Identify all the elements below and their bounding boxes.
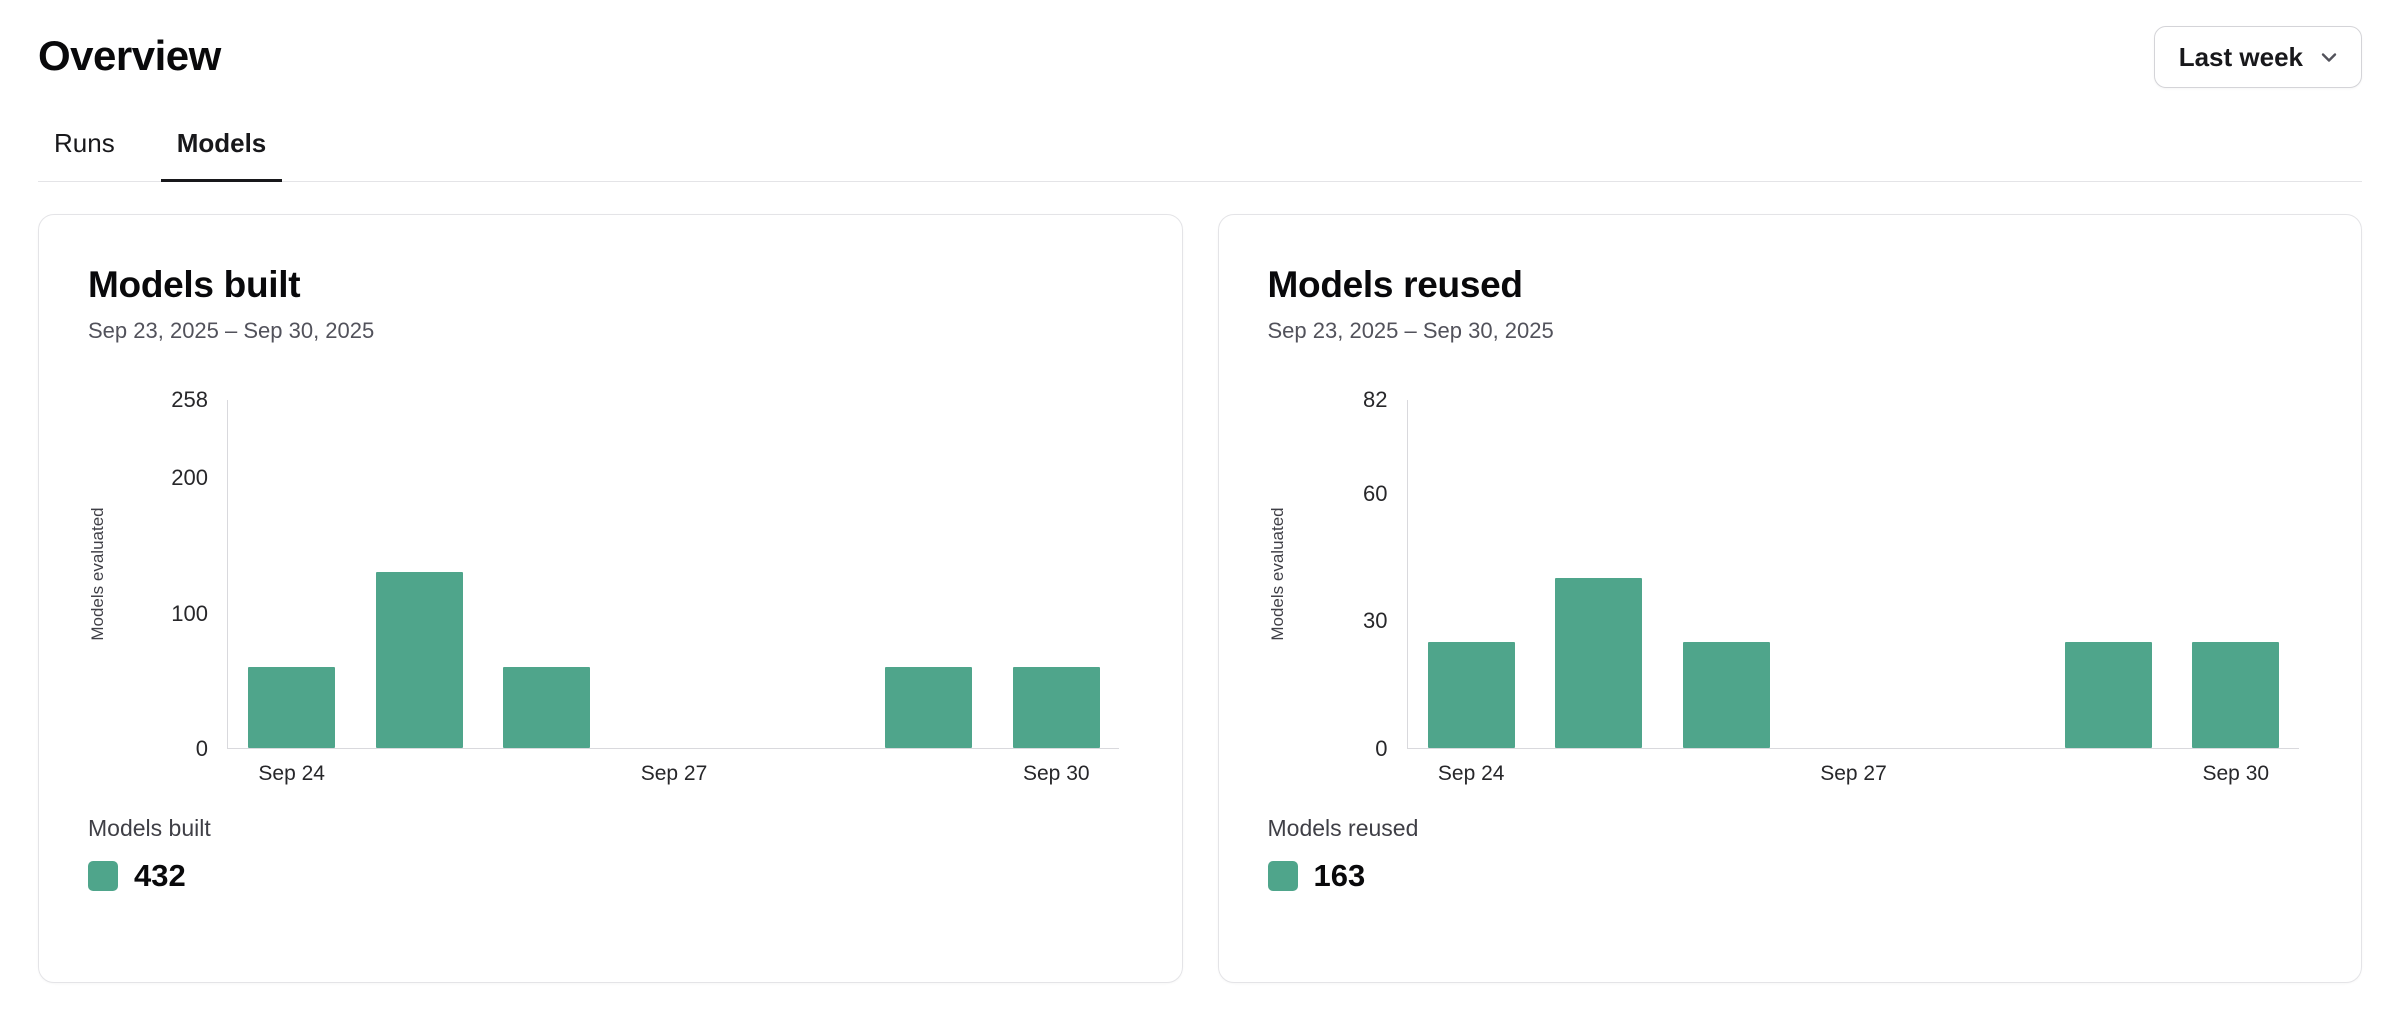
cards-row: Models built Sep 23, 2025 – Sep 30, 2025… bbox=[38, 214, 2362, 983]
tab-bar: Runs Models bbox=[38, 118, 2362, 182]
card-date-range: Sep 23, 2025 – Sep 30, 2025 bbox=[1267, 318, 1554, 343]
bar bbox=[375, 572, 463, 748]
plot-area: Models evaluated 82 60 30 0 Sep 24 Sep 27 Sep … bbox=[1268, 387, 2299, 785]
tab-models[interactable]: Models bbox=[160, 118, 283, 182]
legend-label: Models built bbox=[88, 815, 211, 841]
card-date-range: Sep 23, 2025 – Sep 30, 2025 bbox=[88, 318, 375, 343]
y-tick-label: 0 bbox=[195, 736, 208, 761]
y-tick-label: 30 bbox=[1363, 608, 1388, 634]
page: Overview Last week Runs Models Models bu… bbox=[38, 26, 2362, 983]
y-tick-label: 200 bbox=[171, 465, 208, 491]
card-models-built: Models built Sep 23, 2025 – Sep 30, 2025… bbox=[38, 214, 1183, 983]
card-models-reused: Models reused Sep 23, 2025 – Sep 30, 202… bbox=[1217, 214, 2362, 983]
x-tick-label: Sep 27 bbox=[640, 762, 708, 785]
y-tick-label: 82 bbox=[1363, 387, 1388, 412]
x-tick-label: Sep 24 bbox=[258, 762, 325, 785]
legend-row: 432 bbox=[88, 858, 1133, 894]
page-title: Overview bbox=[38, 32, 221, 79]
date-range-value: Last week bbox=[2178, 41, 2303, 72]
bar bbox=[248, 666, 336, 748]
tab-runs[interactable]: Runs bbox=[54, 128, 115, 158]
chevron-down-icon bbox=[2317, 45, 2341, 69]
bar bbox=[885, 666, 973, 748]
bar bbox=[1555, 577, 1643, 748]
x-tick-label: Sep 27 bbox=[1820, 762, 1887, 785]
legend-row: 163 bbox=[1267, 858, 2313, 894]
plot-area: Models evaluated 258 200 100 0 Sep 24 Sep 27 S… bbox=[88, 387, 1119, 785]
y-tick-label: 258 bbox=[171, 387, 208, 412]
y-axis-label: Models evaluated bbox=[88, 507, 107, 641]
bar bbox=[1427, 641, 1515, 748]
bar bbox=[1682, 641, 1770, 748]
y-tick-label: 100 bbox=[171, 600, 208, 626]
bar bbox=[503, 666, 591, 748]
bar bbox=[2064, 641, 2152, 748]
x-tick-label: Sep 30 bbox=[2202, 762, 2270, 785]
bar bbox=[1012, 666, 1100, 748]
legend-label: Models reused bbox=[1267, 815, 1419, 841]
legend-swatch bbox=[1267, 861, 1298, 891]
card-title: Models reused bbox=[1267, 264, 1523, 305]
legend-total: 432 bbox=[134, 858, 186, 893]
x-tick-label: Sep 24 bbox=[1437, 762, 1505, 785]
y-tick-label: 60 bbox=[1363, 480, 1388, 506]
legend-swatch bbox=[88, 861, 118, 891]
card-title: Models built bbox=[88, 264, 301, 305]
y-axis-label: Models evaluated bbox=[1267, 507, 1287, 641]
bar bbox=[2192, 641, 2280, 748]
bar-chart-models-reused: Models evaluated 82 60 30 0 Sep 24 Sep 27 Sep … bbox=[1268, 387, 2313, 785]
bar-chart-models-built: Models evaluated 258 200 100 0 Sep 24 Sep 27 S… bbox=[88, 387, 1133, 785]
x-tick-label: Sep 30 bbox=[1023, 762, 1090, 785]
y-tick-label: 0 bbox=[1375, 736, 1388, 761]
date-range-dropdown[interactable]: Last week bbox=[2153, 26, 2362, 88]
legend-total: 163 bbox=[1313, 858, 1366, 893]
page-header: Overview Last week bbox=[38, 26, 2362, 88]
